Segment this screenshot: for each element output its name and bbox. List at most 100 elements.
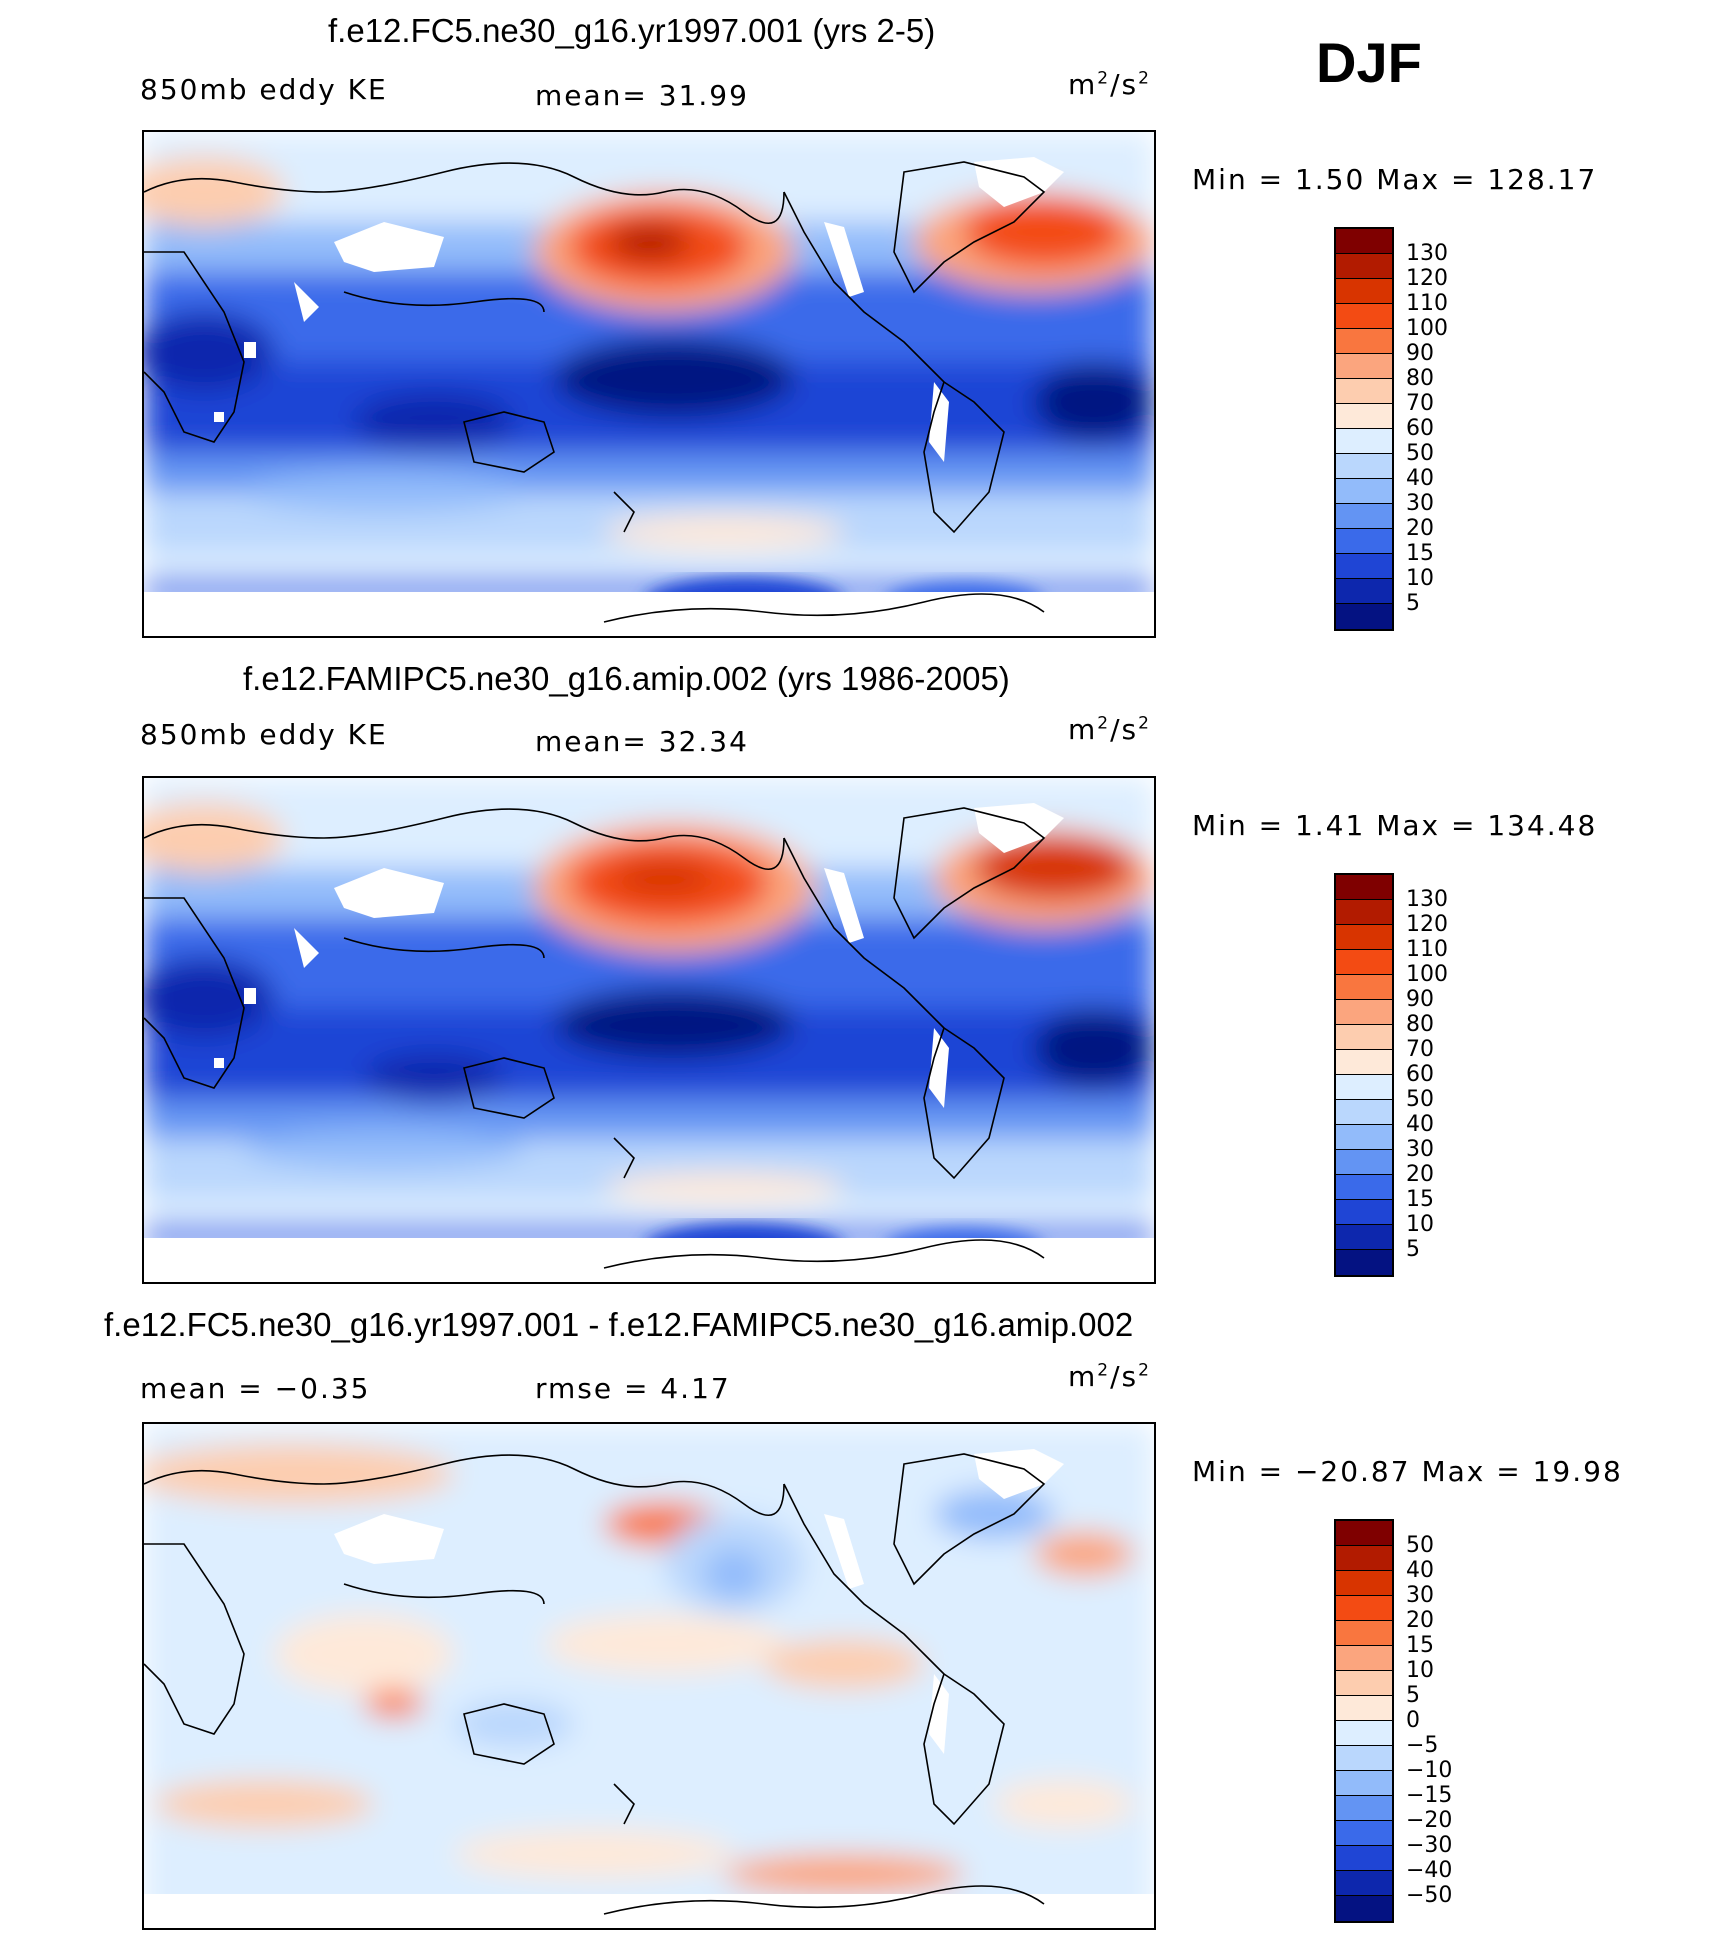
colorbar-swatch	[1336, 1225, 1392, 1250]
colorbar-tick-label: 120	[1406, 266, 1448, 291]
colorbar-swatch	[1336, 1050, 1392, 1075]
panel-3-title: f.e12.FC5.ne30_g16.yr1997.001 - f.e12.FA…	[104, 1306, 1134, 1343]
colorbar-tick-label: 50	[1406, 1533, 1434, 1558]
panel-1-title: f.e12.FC5.ne30_g16.yr1997.001 (yrs 2-5)	[328, 12, 936, 49]
colorbar-swatch	[1336, 1025, 1392, 1050]
colorbar-swatch	[1336, 1150, 1392, 1175]
colorbar-tick-label: −40	[1406, 1858, 1453, 1883]
colorbar-tick-label: 15	[1406, 1187, 1434, 1212]
colorbar-swatch	[1336, 1621, 1392, 1646]
colorbar-swatch	[1336, 875, 1392, 900]
panel-3-map	[142, 1422, 1156, 1930]
colorbar-tick-label: −5	[1406, 1733, 1439, 1758]
colorbar-tick-label: 130	[1406, 887, 1448, 912]
colorbar-swatch	[1336, 604, 1392, 629]
colorbar-tick-label: 60	[1406, 1062, 1434, 1087]
panel-1-variable-label: 850mb eddy KE	[140, 73, 388, 106]
colorbar-swatch	[1336, 504, 1392, 529]
colorbar-swatch	[1336, 304, 1392, 329]
colorbar-swatch	[1336, 454, 1392, 479]
colorbar-tick-label: 90	[1406, 341, 1434, 366]
colorbar-swatch	[1336, 379, 1392, 404]
panel-1-colorbar	[1334, 227, 1394, 631]
colorbar-tick-label: 40	[1406, 1112, 1434, 1137]
colorbar-swatch	[1336, 900, 1392, 925]
panel-2-colorbar	[1334, 873, 1394, 1277]
colorbar-swatch	[1336, 1846, 1392, 1871]
colorbar-tick-label: 40	[1406, 466, 1434, 491]
colorbar-swatch	[1336, 1200, 1392, 1225]
colorbar-tick-label: 5	[1406, 1683, 1420, 1708]
colorbar-tick-label: 100	[1406, 316, 1448, 341]
colorbar-tick-label: 100	[1406, 962, 1448, 987]
panel-2-map	[142, 776, 1156, 1284]
colorbar-tick-label: 0	[1406, 1708, 1420, 1733]
colorbar-swatch	[1336, 950, 1392, 975]
colorbar-swatch	[1336, 1125, 1392, 1150]
colorbar-swatch	[1336, 404, 1392, 429]
colorbar-tick-label: 10	[1406, 566, 1434, 591]
colorbar-tick-label: 5	[1406, 591, 1420, 616]
panel-3-units: m2/s2	[1068, 1360, 1151, 1393]
colorbar-swatch	[1336, 1175, 1392, 1200]
colorbar-swatch	[1336, 354, 1392, 379]
colorbar-tick-label: 30	[1406, 1583, 1434, 1608]
colorbar-tick-label: 110	[1406, 291, 1448, 316]
panel-2-variable-label: 850mb eddy KE	[140, 718, 388, 751]
panel-2-minmax: Min = 1.41 Max = 134.48	[1192, 809, 1598, 842]
colorbar-tick-label: 120	[1406, 912, 1448, 937]
colorbar-swatch	[1336, 1250, 1392, 1275]
colorbar-tick-label: 5	[1406, 1237, 1420, 1262]
colorbar-tick-label: −15	[1406, 1783, 1453, 1808]
colorbar-swatch	[1336, 1896, 1392, 1921]
panel-1-map	[142, 130, 1156, 638]
colorbar-tick-label: 20	[1406, 516, 1434, 541]
colorbar-swatch	[1336, 1821, 1392, 1846]
panel-1-mean-label: mean= 31.99	[535, 79, 749, 112]
colorbar-swatch	[1336, 554, 1392, 579]
colorbar-tick-label: 50	[1406, 1087, 1434, 1112]
colorbar-swatch	[1336, 1075, 1392, 1100]
colorbar-swatch	[1336, 1671, 1392, 1696]
colorbar-swatch	[1336, 925, 1392, 950]
panel-1-minmax: Min = 1.50 Max = 128.17	[1192, 163, 1598, 196]
colorbar-swatch	[1336, 1696, 1392, 1721]
colorbar-swatch	[1336, 975, 1392, 1000]
colorbar-swatch	[1336, 1571, 1392, 1596]
colorbar-swatch	[1336, 1521, 1392, 1546]
colorbar-tick-label: 20	[1406, 1162, 1434, 1187]
colorbar-swatch	[1336, 579, 1392, 604]
colorbar-tick-label: 15	[1406, 541, 1434, 566]
colorbar-tick-label: 70	[1406, 1037, 1434, 1062]
colorbar-swatch	[1336, 1746, 1392, 1771]
colorbar-tick-label: 30	[1406, 1137, 1434, 1162]
colorbar-tick-label: 20	[1406, 1608, 1434, 1633]
panel-3-minmax: Min = −20.87 Max = 19.98	[1192, 1455, 1623, 1488]
colorbar-tick-label: 15	[1406, 1633, 1434, 1658]
colorbar-swatch	[1336, 329, 1392, 354]
colorbar-tick-label: 110	[1406, 937, 1448, 962]
colorbar-swatch	[1336, 1871, 1392, 1896]
panel-3-rmse-label: rmse = 4.17	[535, 1372, 731, 1405]
colorbar-swatch	[1336, 529, 1392, 554]
colorbar-swatch	[1336, 1000, 1392, 1025]
colorbar-swatch	[1336, 254, 1392, 279]
colorbar-swatch	[1336, 229, 1392, 254]
colorbar-swatch	[1336, 1596, 1392, 1621]
colorbar-swatch	[1336, 1100, 1392, 1125]
panel-2-title: f.e12.FAMIPC5.ne30_g16.amip.002 (yrs 198…	[243, 660, 1010, 697]
colorbar-tick-label: −30	[1406, 1833, 1453, 1858]
colorbar-tick-label: 70	[1406, 391, 1434, 416]
colorbar-tick-label: 60	[1406, 416, 1434, 441]
colorbar-tick-label: −20	[1406, 1808, 1453, 1833]
colorbar-swatch	[1336, 1546, 1392, 1571]
panel-1-units: m2/s2	[1068, 68, 1151, 101]
colorbar-swatch	[1336, 279, 1392, 304]
colorbar-swatch	[1336, 1721, 1392, 1746]
colorbar-tick-label: 80	[1406, 1012, 1434, 1037]
panel-2-mean-label: mean= 32.34	[535, 725, 749, 758]
colorbar-tick-label: 130	[1406, 241, 1448, 266]
panel-2-units: m2/s2	[1068, 713, 1151, 746]
panel-3-mean-label: mean = −0.35	[140, 1372, 371, 1405]
colorbar-swatch	[1336, 1796, 1392, 1821]
